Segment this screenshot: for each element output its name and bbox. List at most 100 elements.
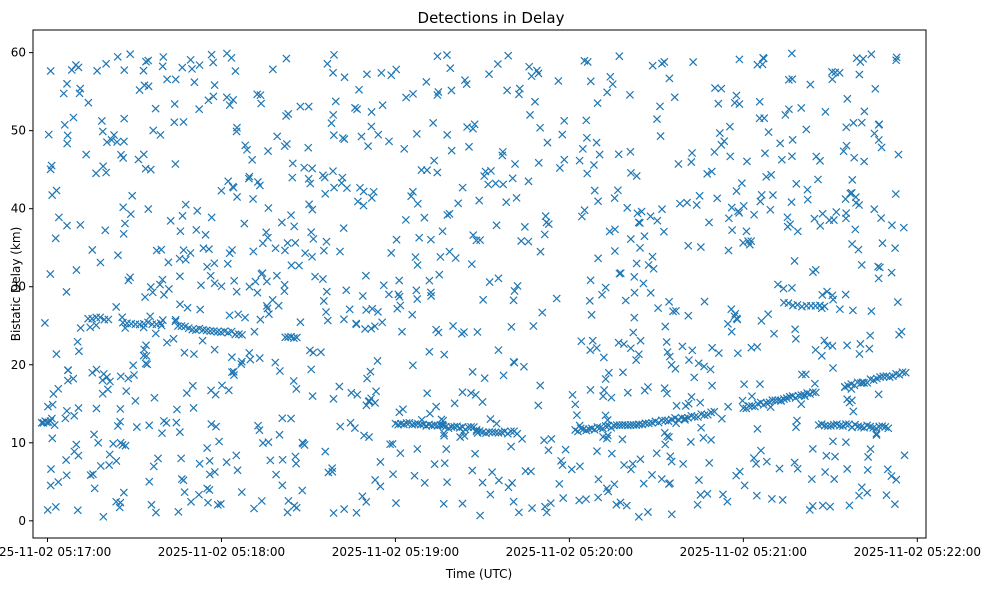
data-point-marker (217, 282, 226, 291)
data-point-marker (142, 351, 151, 361)
data-point-marker (97, 116, 106, 125)
data-point-marker (661, 322, 670, 331)
data-point-marker (371, 398, 380, 407)
data-point-marker (878, 422, 887, 431)
data-point-marker (510, 358, 519, 367)
data-point-marker (762, 398, 771, 407)
data-point-marker (710, 83, 720, 93)
data-point-marker (144, 205, 153, 214)
data-point-marker (730, 98, 739, 107)
data-point-marker (466, 422, 476, 431)
data-point-marker (258, 239, 267, 248)
data-point-marker (231, 330, 240, 339)
data-point-marker (707, 435, 716, 444)
data-point-marker (262, 228, 271, 237)
data-point-marker (839, 147, 848, 156)
data-point-marker (439, 499, 448, 508)
data-point-marker (543, 138, 552, 147)
data-point-marker (377, 68, 386, 77)
data-point-marker (398, 405, 407, 414)
data-point-marker (63, 376, 72, 385)
data-point-marker (171, 159, 180, 169)
data-point-marker (588, 336, 597, 345)
data-point-marker (262, 277, 271, 286)
data-point-marker (99, 512, 108, 521)
data-point-marker (231, 67, 240, 76)
data-point-marker (159, 290, 168, 299)
data-point-marker (727, 327, 736, 336)
data-point-marker (822, 451, 831, 460)
data-point-marker (856, 339, 865, 348)
data-point-marker (887, 268, 896, 277)
data-point-marker (632, 171, 641, 181)
data-point-marker (693, 500, 702, 509)
data-point-marker (732, 471, 741, 480)
data-point-marker (665, 297, 674, 306)
data-point-marker (635, 218, 644, 228)
data-point-marker (158, 62, 167, 71)
data-point-marker (781, 110, 790, 119)
data-point-marker (113, 137, 122, 147)
data-point-marker (119, 229, 128, 238)
data-point-marker (668, 307, 678, 316)
data-point-marker (684, 311, 693, 320)
data-point-marker (752, 459, 761, 468)
data-point-marker (240, 219, 249, 228)
data-point-marker (324, 468, 333, 477)
data-point-marker (203, 498, 213, 507)
data-point-marker (412, 286, 421, 295)
data-point-marker (92, 321, 101, 330)
data-point-marker (567, 465, 576, 474)
data-point-marker (159, 52, 168, 61)
data-point-marker (96, 258, 105, 267)
data-point-marker (120, 114, 129, 123)
data-point-marker (365, 397, 374, 406)
data-point-marker (667, 457, 676, 466)
data-point-marker (534, 401, 543, 410)
data-point-marker (254, 421, 263, 430)
data-point-marker (467, 388, 476, 398)
data-point-marker (408, 361, 417, 370)
data-point-marker (468, 124, 478, 133)
data-point-marker (128, 191, 137, 200)
data-point-marker (291, 238, 300, 247)
data-point-marker (253, 288, 262, 297)
data-point-marker (250, 327, 259, 336)
data-point-marker (63, 131, 72, 140)
data-point-marker (429, 118, 438, 127)
data-point-marker (432, 325, 441, 334)
data-point-marker (577, 337, 586, 346)
data-point-marker (72, 266, 81, 275)
data-point-marker (479, 295, 488, 304)
data-point-marker (697, 423, 706, 432)
data-point-marker (492, 419, 501, 428)
data-point-marker (460, 76, 469, 85)
data-point-marker (174, 507, 183, 516)
data-point-marker (827, 67, 837, 76)
data-point-marker (392, 235, 401, 244)
data-point-marker (445, 209, 454, 218)
data-point-marker (700, 411, 709, 420)
data-point-marker (811, 345, 820, 354)
data-point-marker (318, 171, 327, 180)
data-point-marker (491, 428, 500, 437)
data-point-marker (897, 327, 906, 336)
data-point-marker (329, 394, 338, 403)
data-point-marker (318, 275, 327, 284)
data-point-marker (113, 421, 122, 431)
data-point-marker (714, 99, 723, 108)
data-point-marker (485, 428, 494, 437)
data-point-marker (156, 130, 165, 139)
data-point-marker (187, 497, 196, 506)
data-point-marker (594, 493, 603, 502)
data-point-marker (528, 504, 537, 513)
data-point-marker (674, 159, 683, 169)
data-point-marker (274, 301, 283, 310)
data-point-marker (797, 103, 806, 112)
data-point-marker (435, 270, 444, 279)
data-point-marker (805, 505, 814, 514)
data-point-marker (854, 245, 863, 254)
data-point-marker (305, 200, 314, 209)
data-point-marker (228, 182, 237, 191)
data-point-marker (229, 371, 239, 380)
